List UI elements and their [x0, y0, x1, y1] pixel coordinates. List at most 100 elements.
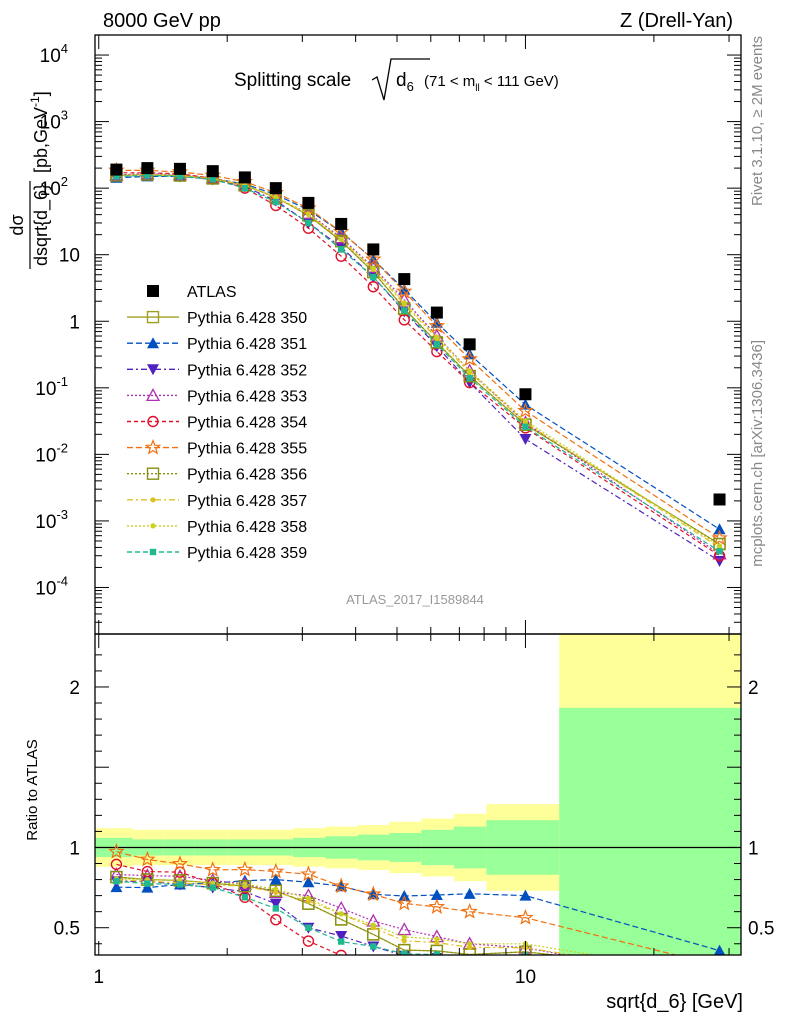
y-tick-mantissa: 10 — [35, 512, 56, 533]
series-355-point — [517, 402, 534, 418]
series-355-ratio-point — [332, 877, 350, 894]
series-358-ratio-point — [467, 941, 473, 947]
y-tick-mantissa: 10 — [35, 379, 56, 400]
legend: ATLAS Pythia 6.428 350 Pythia 6.428 351 Pyt… — [127, 284, 307, 562]
series-350-line — [116, 173, 720, 545]
series-355-ratio-point — [396, 894, 413, 911]
atlas-data-point — [141, 162, 154, 175]
y-tick-exponent: -4 — [56, 573, 68, 588]
series-359-point — [209, 176, 216, 183]
legend-marker — [147, 337, 159, 349]
series-352-ratio-point — [335, 931, 348, 943]
chart-title-range: (71 < mll < 111 GeV) — [424, 73, 559, 94]
legend-label: Pythia 6.428 359 — [187, 545, 307, 562]
y-tick-exponent: 4 — [61, 41, 68, 56]
series-359-ratio-point — [176, 881, 184, 888]
legend-marker — [147, 415, 159, 428]
series-358-point — [370, 265, 376, 272]
series-355-ratio-point — [236, 860, 254, 877]
series-355-ratio-point — [108, 843, 125, 859]
legend-label: Pythia 6.428 352 — [187, 362, 307, 379]
series-359-ratio-point — [370, 943, 377, 950]
series-359-point — [337, 246, 345, 253]
x-tick-label: 10 — [515, 967, 536, 988]
series-354-ratio-point — [715, 980, 725, 990]
y-tick-mantissa: 10 — [35, 445, 56, 466]
series-357-ratio-line — [116, 879, 577, 955]
legend-marker — [147, 364, 159, 376]
y-tick-mantissa: 1 — [69, 312, 80, 333]
series-355-line — [116, 169, 720, 539]
series-358-ratio-point — [434, 936, 440, 942]
series-359-ratio-point — [144, 880, 151, 887]
mcplots-label: mcplots.cern.ch [arXiv:1306.3436] — [749, 340, 766, 567]
series-355-ratio-point — [267, 862, 285, 879]
series-358-ratio-point — [273, 886, 279, 892]
series-359-point — [305, 219, 312, 227]
main-y-axis-label: dσ dsqrt{d_6} [pb,GeV-1] — [7, 91, 52, 269]
title-var-d: d — [396, 70, 407, 91]
y-tick-label: 102 — [40, 174, 68, 200]
series-351-ratio-point — [430, 889, 443, 901]
series-355-ratio-point — [139, 850, 156, 867]
ratio-y-axis-label: Ratio to ATLAS — [24, 739, 41, 840]
series-354-ratio-point — [432, 961, 442, 971]
y-tick-mantissa: 10 — [40, 46, 61, 67]
series-351-point — [713, 523, 726, 535]
series-358-point — [338, 236, 344, 242]
y-tick-label: 103 — [40, 108, 68, 134]
series-359-ratio-point — [337, 938, 345, 945]
series-354-ratio-line — [116, 863, 343, 955]
atlas-data-point — [713, 493, 726, 506]
series-358-point — [716, 543, 723, 549]
series-358-ratio-point — [401, 934, 407, 940]
y-tick-label: 10-3 — [35, 507, 68, 533]
y-tick-exponent: 2 — [61, 174, 68, 189]
series-351-point — [430, 316, 443, 328]
series-359-point — [113, 173, 120, 180]
series-359-ratio-point — [466, 954, 473, 955]
chart-title-text: Splitting scale — [234, 70, 351, 91]
series-359-ratio-point — [305, 924, 312, 931]
ratio-y-tick-label-left: 2 — [69, 678, 80, 699]
series-359-point — [401, 307, 408, 314]
atlas-data-point — [269, 182, 282, 195]
series-358-point — [401, 300, 407, 306]
series-351-ratio-line — [116, 878, 720, 952]
title-range-post: < 111 GeV) — [480, 73, 559, 90]
panel-frames — [94, 34, 742, 956]
series-355-ratio-points — [108, 843, 534, 925]
legend-marker — [144, 438, 162, 455]
series-359-ratio-point — [433, 951, 441, 955]
ylabel-denominator: dsqrt{d_6} — [31, 184, 52, 266]
series-356-ratio-point — [430, 944, 444, 955]
atlas-data-point — [335, 217, 348, 230]
series-359-ratio-point — [113, 878, 120, 885]
legend-label: Pythia 6.428 355 — [187, 441, 307, 458]
legend-marker — [150, 523, 156, 529]
sqrt-sign — [371, 58, 430, 101]
ratio-y-tick-label-left: 0.5 — [54, 919, 80, 940]
y-tick-mantissa: 10 — [40, 113, 61, 134]
legend-label: Pythia 6.428 351 — [187, 336, 307, 353]
series-358-ratio-point — [242, 881, 248, 887]
series-359-ratio-point — [241, 894, 249, 901]
legend-label: Pythia 6.428 354 — [187, 415, 307, 432]
series-358-point — [522, 418, 529, 424]
series-355-point — [711, 529, 728, 546]
series-351-ratio-point — [519, 889, 532, 901]
ratio-y-tick-label-right: 1 — [748, 838, 759, 859]
series-355-ratio-point — [428, 898, 446, 914]
ylabel-unit-exp: -1 — [28, 96, 42, 107]
atlas-data-point — [302, 196, 315, 209]
title-var-idx: 6 — [407, 79, 414, 94]
series-356-ratio-point — [238, 880, 252, 893]
ratio-y-tick-label-right: 0.5 — [748, 919, 774, 940]
series-353-ratio-point — [397, 922, 412, 936]
ratio-y-tick-label-right: 2 — [748, 678, 759, 699]
series-358-point — [434, 334, 440, 340]
y-tick-mantissa: 10 — [59, 246, 80, 267]
main-panel — [108, 161, 728, 567]
series-355-ratio-point — [204, 861, 221, 877]
